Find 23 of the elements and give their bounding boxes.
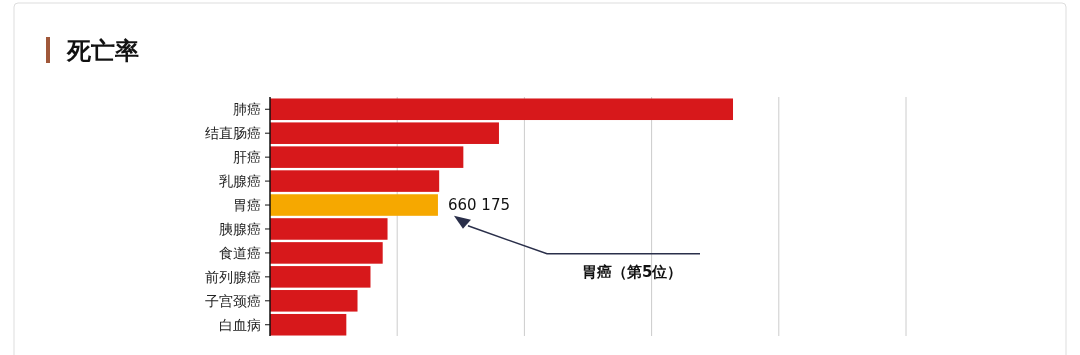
y-tick-label: 肝癌 [233,149,261,166]
bar [270,146,464,168]
y-tick-label: 肺癌 [233,101,261,118]
y-tick-label: 乳腺癌 [219,172,261,189]
y-tick-label: 结直肠癌 [205,125,261,142]
bar [270,313,347,336]
data-label: 660 175 [447,196,510,215]
y-tick-label: 前列腺癌 [205,268,261,285]
y-tick-label: 胃癌 [233,196,261,213]
bar [270,170,440,192]
y-tick-label: 子宫颈癌 [205,292,261,309]
chart-title: 死亡率 [66,37,139,65]
annotation: 胃癌（第5位） [582,262,683,281]
y-tick-label: 白血病 [219,316,261,333]
y-tick-label: 胰腺癌 [219,220,261,237]
bar [270,266,371,288]
bar [270,98,734,121]
bar [270,242,383,264]
bar [270,290,358,312]
bar [270,218,388,240]
y-tick-label: 食道癌 [219,244,261,261]
bar [270,122,499,144]
bar [270,194,438,216]
